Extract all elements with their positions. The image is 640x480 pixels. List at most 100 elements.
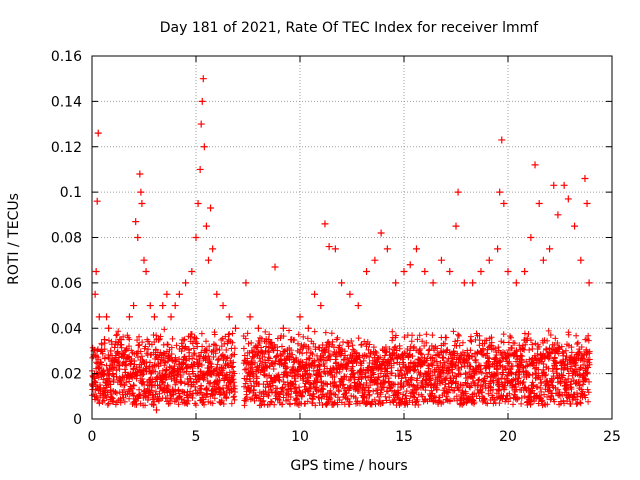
- density-point: [119, 360, 126, 367]
- density-point: [145, 346, 152, 353]
- density-point: [309, 396, 316, 403]
- density-point: [157, 349, 164, 356]
- density-point: [388, 370, 395, 377]
- density-point: [410, 382, 417, 389]
- density-point: [444, 370, 451, 377]
- density-point: [360, 394, 367, 401]
- density-point: [296, 363, 303, 370]
- density-point: [568, 363, 575, 370]
- density-point: [586, 356, 593, 363]
- density-point: [565, 375, 572, 382]
- data-point: [232, 324, 240, 332]
- density-point: [552, 335, 559, 342]
- density-point: [126, 395, 133, 402]
- density-point: [327, 395, 334, 402]
- density-point: [121, 351, 128, 358]
- density-point: [384, 365, 391, 372]
- density-point: [542, 371, 549, 378]
- density-point: [307, 372, 314, 379]
- density-point: [440, 354, 447, 361]
- density-point: [146, 341, 153, 348]
- density-point: [482, 370, 489, 377]
- density-point: [169, 335, 176, 342]
- density-point: [583, 346, 590, 353]
- data-point: [371, 256, 379, 264]
- density-point: [467, 363, 474, 370]
- density-point: [350, 371, 357, 378]
- data-point: [554, 211, 562, 219]
- density-point: [555, 375, 562, 382]
- density-point: [472, 356, 479, 363]
- density-point: [471, 399, 478, 406]
- density-point: [558, 343, 565, 350]
- density-point: [481, 395, 488, 402]
- density-point: [175, 386, 182, 393]
- data-point: [219, 302, 227, 310]
- density-point: [500, 331, 507, 338]
- y-tick-label: 0: [73, 412, 82, 428]
- density-point: [131, 357, 138, 364]
- density-point: [434, 362, 441, 369]
- density-point: [324, 400, 331, 407]
- density-point: [323, 357, 330, 364]
- density-point: [518, 359, 525, 366]
- density-point: [521, 330, 528, 337]
- density-point: [431, 347, 438, 354]
- density-point: [182, 344, 189, 351]
- density-point: [368, 374, 375, 381]
- density-point: [215, 356, 222, 363]
- density-point: [205, 365, 212, 372]
- density-point: [456, 366, 463, 373]
- density-point: [341, 356, 348, 363]
- density-point: [470, 378, 477, 385]
- density-point: [220, 401, 227, 408]
- data-point: [377, 229, 385, 237]
- data-point: [429, 279, 437, 287]
- density-point: [381, 356, 388, 363]
- density-point: [114, 348, 121, 355]
- density-point: [585, 337, 592, 344]
- density-point: [508, 370, 515, 377]
- density-point: [183, 364, 190, 371]
- density-point: [546, 387, 553, 394]
- density-point: [247, 396, 254, 403]
- density-point: [203, 338, 210, 345]
- density-point: [419, 338, 426, 345]
- data-point: [103, 313, 111, 321]
- density-point: [494, 370, 501, 377]
- density-point: [266, 363, 273, 370]
- density-point: [507, 395, 514, 402]
- density-point: [244, 330, 251, 337]
- density-point: [416, 347, 423, 354]
- density-point: [292, 372, 299, 379]
- density-point: [408, 338, 415, 345]
- density-point: [492, 372, 499, 379]
- density-point: [168, 351, 175, 358]
- density-point: [373, 349, 380, 356]
- density-point: [232, 388, 239, 395]
- density-point: [211, 395, 218, 402]
- density-point: [407, 347, 414, 354]
- density-point: [519, 380, 526, 387]
- density-point: [485, 358, 492, 365]
- data-point: [296, 313, 304, 321]
- density-point: [212, 342, 219, 349]
- density-point: [249, 361, 256, 368]
- density-point: [111, 364, 118, 371]
- density-point: [543, 346, 550, 353]
- density-point: [315, 387, 322, 394]
- density-point: [574, 390, 581, 397]
- density-point: [189, 355, 196, 362]
- density-point: [205, 398, 212, 405]
- density-point: [315, 344, 322, 351]
- data-point: [400, 268, 408, 276]
- density-point: [451, 395, 458, 402]
- density-point: [476, 332, 483, 339]
- density-point: [518, 400, 525, 407]
- density-point: [447, 397, 454, 404]
- density-point: [336, 342, 343, 349]
- density-point: [121, 366, 128, 373]
- density-point: [427, 382, 434, 389]
- density-point: [341, 348, 348, 355]
- density-point: [248, 382, 255, 389]
